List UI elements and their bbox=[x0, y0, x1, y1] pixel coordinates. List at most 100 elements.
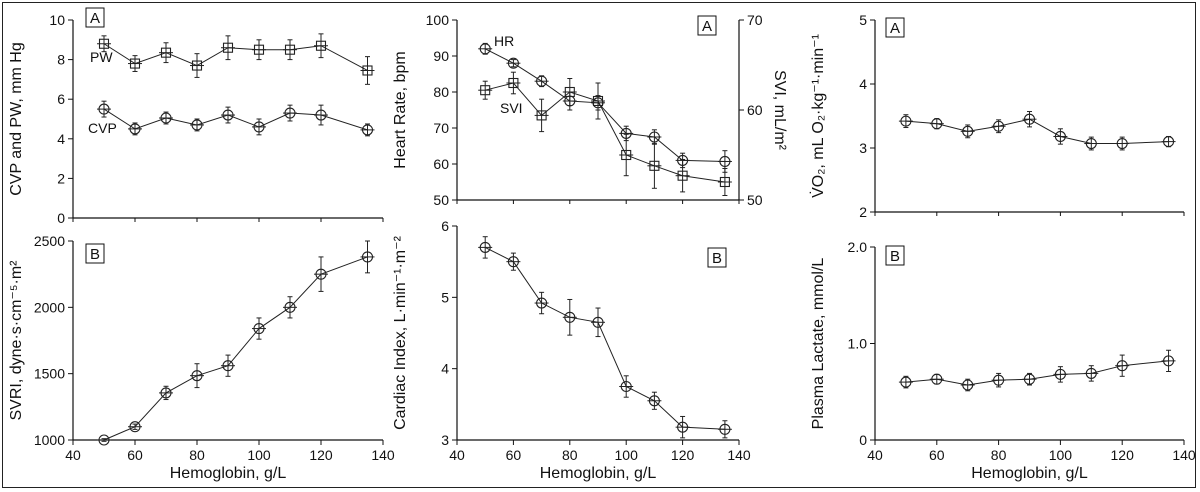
series-line-pw bbox=[103, 43, 368, 71]
data-point-circle bbox=[253, 323, 265, 335]
panel-label-box bbox=[885, 17, 905, 38]
data-point-circle bbox=[315, 268, 327, 280]
y2-tick-label: 70 bbox=[747, 12, 763, 28]
data-point-circle bbox=[719, 423, 731, 435]
data-point-circle bbox=[1163, 355, 1175, 367]
data-point-square bbox=[536, 110, 547, 121]
x-tick-label: 120 bbox=[671, 447, 695, 463]
panel-label: B bbox=[712, 250, 722, 267]
chart-panel-p3: 50 60 70 80 90 100 50 60 70 Heart Rate, bpm SVI, m… bbox=[392, 12, 788, 208]
y-tick-label: 10 bbox=[49, 12, 65, 28]
x-tick-label: 80 bbox=[189, 447, 205, 463]
data-point-circle bbox=[592, 316, 604, 328]
x-tick-label: 140 bbox=[371, 447, 395, 463]
y2-tick-label: 50 bbox=[747, 192, 763, 208]
chart-panel-p1: 0 2 4 6 8 10 CVP and PW, mm Hg A PW CVP bbox=[8, 7, 384, 226]
y-tick-label: 100 bbox=[426, 12, 450, 28]
data-point-square bbox=[480, 85, 491, 96]
data-point-circle bbox=[479, 241, 491, 253]
data-point-circle bbox=[129, 421, 141, 433]
panel-label-box bbox=[85, 243, 105, 264]
y-axis-label: Plasma Lactate, mmol/L bbox=[810, 258, 827, 430]
panel-label: A bbox=[890, 20, 900, 37]
y-tick-label: 4 bbox=[57, 131, 65, 147]
panel-label: A bbox=[702, 18, 712, 35]
data-point-circle bbox=[1116, 360, 1128, 372]
data-point-square bbox=[564, 86, 575, 98]
data-point-square bbox=[621, 149, 632, 161]
y-tick-label: 0 bbox=[859, 432, 867, 448]
data-point-square bbox=[129, 58, 141, 69]
data-point-circle bbox=[160, 387, 172, 399]
x-tick-label: 80 bbox=[562, 447, 578, 463]
y-tick-label: 4 bbox=[859, 76, 867, 92]
x-tick-label: 140 bbox=[1172, 447, 1196, 463]
series-line-data bbox=[905, 360, 1169, 386]
series-line-data bbox=[103, 256, 368, 441]
data-point-circle bbox=[222, 360, 234, 372]
y-axis-label: Cardiac Index, L·min⁻¹·m⁻² bbox=[392, 235, 409, 429]
y-tick-label: 60 bbox=[433, 156, 449, 172]
y-tick-label: 1000 bbox=[34, 432, 65, 448]
data-point-circle bbox=[1054, 368, 1066, 380]
data-point-circle bbox=[1163, 136, 1175, 148]
data-point-circle bbox=[564, 311, 576, 323]
data-point-circle bbox=[1023, 373, 1036, 385]
data-point-circle bbox=[620, 380, 632, 393]
data-point-circle bbox=[900, 376, 912, 388]
series-label: HR bbox=[494, 33, 514, 49]
y-tick-label: 5 bbox=[859, 12, 867, 28]
x-axis-label: Hemoglobin, g/L bbox=[971, 465, 1088, 482]
x-tick-label: 40 bbox=[867, 447, 883, 463]
data-point-square bbox=[649, 160, 660, 171]
panel-label: B bbox=[890, 248, 900, 265]
x-tick-label: 60 bbox=[929, 447, 945, 463]
y-axis-label: V̇O₂, mL O₂·kg⁻¹·min⁻¹ bbox=[809, 34, 827, 198]
y-tick-label: 70 bbox=[433, 120, 449, 136]
data-point-circle bbox=[129, 123, 141, 135]
chart-panel-p6: 0 1.0 2.0 40 60 80 100 120 140 Hemoglobin, g/L Pla… bbox=[810, 239, 1196, 482]
y-tick-label: 1.0 bbox=[848, 336, 868, 352]
data-point-circle bbox=[222, 109, 234, 121]
data-point-circle bbox=[677, 421, 689, 433]
x-tick-label: 60 bbox=[506, 447, 522, 463]
x-tick-label: 40 bbox=[449, 447, 465, 463]
y2-tick-label: 60 bbox=[747, 102, 763, 118]
series-label: PW bbox=[90, 49, 113, 65]
data-point-circle bbox=[284, 107, 296, 119]
y-tick-label: 3 bbox=[441, 432, 449, 448]
y-axis-label: SVRI, dyne·s·cm⁻⁵·m² bbox=[8, 260, 25, 421]
x-tick-label: 80 bbox=[991, 447, 1007, 463]
series-line-data bbox=[905, 118, 1169, 145]
data-point-square bbox=[362, 65, 373, 76]
data-point-circle bbox=[931, 118, 943, 130]
series-line-data bbox=[484, 246, 725, 430]
series-line-svi bbox=[485, 82, 725, 183]
y-tick-label: 80 bbox=[433, 84, 449, 100]
data-point-circle bbox=[719, 155, 731, 168]
x-axis-label: Hemoglobin, g/L bbox=[170, 465, 287, 482]
y-tick-label: 2500 bbox=[34, 233, 65, 249]
y-tick-label: 90 bbox=[433, 48, 449, 64]
data-point-circle bbox=[160, 112, 172, 124]
panel-label: A bbox=[90, 10, 100, 27]
chart-panel-p2: 1000 1500 2000 2500 40 60 80 100 120 140 Hemoglobi… bbox=[8, 233, 395, 482]
data-point-square bbox=[592, 95, 604, 107]
data-point-circle bbox=[536, 75, 548, 87]
y-tick-label: 8 bbox=[57, 52, 65, 68]
y-tick-label: 6 bbox=[57, 91, 65, 107]
x-tick-label: 60 bbox=[127, 447, 143, 463]
y-tick-label: 6 bbox=[441, 218, 449, 234]
y-tick-label: 1500 bbox=[34, 366, 65, 382]
y-tick-label: 2000 bbox=[34, 299, 65, 315]
data-point-circle bbox=[191, 370, 203, 382]
x-tick-label: 120 bbox=[1111, 447, 1135, 463]
data-point-circle bbox=[536, 297, 548, 309]
data-point-circle bbox=[648, 131, 660, 143]
data-point-circle bbox=[1023, 113, 1036, 125]
data-point-square bbox=[253, 44, 265, 55]
data-point-square bbox=[719, 176, 730, 188]
data-point-circle bbox=[1116, 137, 1128, 150]
panel-label: B bbox=[90, 246, 100, 263]
data-point-circle bbox=[993, 120, 1005, 132]
